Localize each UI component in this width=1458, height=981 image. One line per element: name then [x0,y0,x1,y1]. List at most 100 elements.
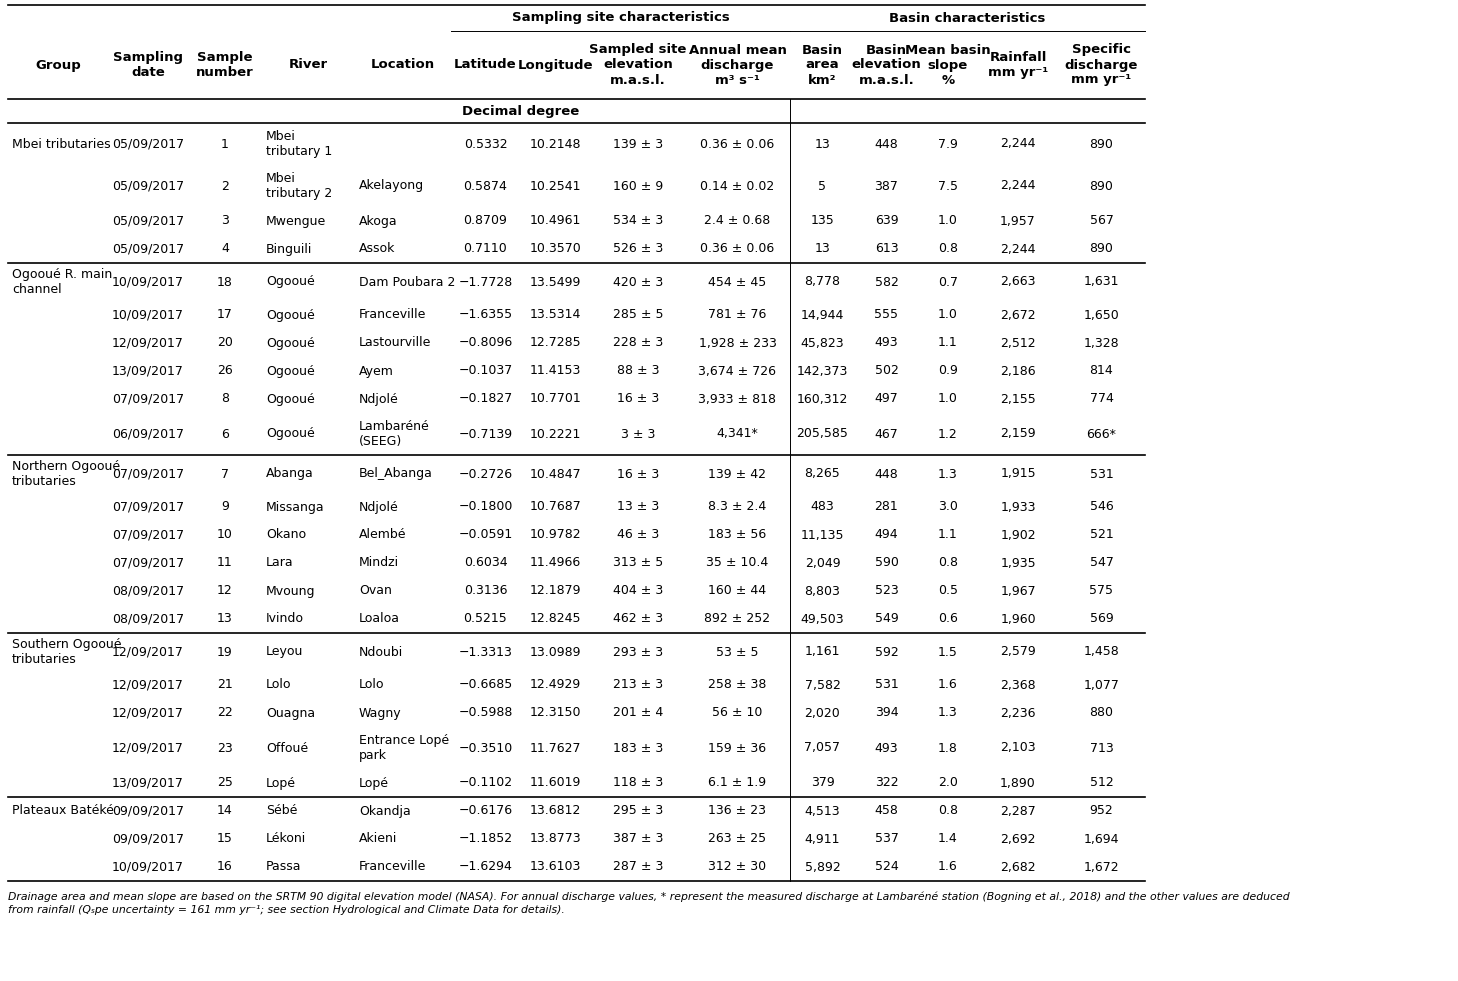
Text: 454 ± 45: 454 ± 45 [709,276,767,288]
Text: Ogooué: Ogooué [265,428,315,440]
Text: −0.1827: −0.1827 [458,392,513,405]
Text: Assok: Assok [359,242,395,255]
Text: Basin characteristics: Basin characteristics [889,12,1045,25]
Text: 4,513: 4,513 [805,804,840,817]
Text: 13.8773: 13.8773 [529,833,582,846]
Text: 497: 497 [875,392,898,405]
Text: Northern Ogooué
tributaries: Northern Ogooué tributaries [12,460,120,488]
Text: Entrance Lopé
park: Entrance Lopé park [359,734,449,762]
Text: 1,935: 1,935 [1000,556,1035,570]
Text: 1,967: 1,967 [1000,585,1035,597]
Text: 639: 639 [875,215,898,228]
Text: 502: 502 [875,365,898,378]
Text: 2.0: 2.0 [937,777,958,790]
Text: 281: 281 [875,500,898,513]
Text: Passa: Passa [265,860,302,873]
Text: 0.5332: 0.5332 [464,137,507,150]
Text: Decimal degree: Decimal degree [462,105,580,118]
Text: 7,582: 7,582 [805,679,840,692]
Text: 13/09/2017: 13/09/2017 [112,365,184,378]
Text: 10/09/2017: 10/09/2017 [112,860,184,873]
Text: 1.6: 1.6 [937,860,958,873]
Text: 2,579: 2,579 [1000,645,1035,658]
Text: 26: 26 [217,365,233,378]
Text: 781 ± 76: 781 ± 76 [709,308,767,322]
Text: Specific
discharge
mm yr⁻¹: Specific discharge mm yr⁻¹ [1064,43,1139,86]
Text: −0.0591: −0.0591 [458,529,513,542]
Text: 2,049: 2,049 [805,556,840,570]
Text: Sampling
date: Sampling date [114,51,184,79]
Text: 10/09/2017: 10/09/2017 [112,308,184,322]
Text: 0.8: 0.8 [937,804,958,817]
Text: 526 ± 3: 526 ± 3 [612,242,663,255]
Text: 05/09/2017: 05/09/2017 [112,180,184,192]
Text: 160 ± 44: 160 ± 44 [709,585,767,597]
Text: −1.1852: −1.1852 [458,833,513,846]
Text: 13 ± 3: 13 ± 3 [617,500,659,513]
Text: 16: 16 [217,860,233,873]
Text: 0.7110: 0.7110 [464,242,507,255]
Text: 13: 13 [815,242,831,255]
Text: 10.3570: 10.3570 [529,242,582,255]
Text: Lolo: Lolo [359,679,385,692]
Text: 11.7627: 11.7627 [529,742,582,754]
Text: 10.7687: 10.7687 [529,500,582,513]
Text: 12.1879: 12.1879 [529,585,582,597]
Text: Lastourville: Lastourville [359,336,432,349]
Text: 458: 458 [875,804,898,817]
Text: 118 ± 3: 118 ± 3 [612,777,663,790]
Text: 1.0: 1.0 [937,308,958,322]
Text: −1.3313: −1.3313 [459,645,512,658]
Text: Mindzi: Mindzi [359,556,399,570]
Text: Sample
number: Sample number [197,51,254,79]
Text: 890: 890 [1089,137,1114,150]
Text: Drainage area and mean slope are based on the SRTM 90 digital elevation model (N: Drainage area and mean slope are based o… [7,891,1290,902]
Text: 3,674 ± 726: 3,674 ± 726 [698,365,777,378]
Text: 10.2541: 10.2541 [529,180,582,192]
Text: 1,694: 1,694 [1083,833,1120,846]
Text: 07/09/2017: 07/09/2017 [112,529,184,542]
Text: 7.9: 7.9 [937,137,958,150]
Text: 1,458: 1,458 [1083,645,1120,658]
Text: 9: 9 [222,500,229,513]
Text: 11: 11 [217,556,233,570]
Text: Latitude: Latitude [455,59,516,72]
Text: 17: 17 [217,308,233,322]
Text: Basin
area
km²: Basin area km² [802,43,843,86]
Text: 287 ± 3: 287 ± 3 [612,860,663,873]
Text: 5,892: 5,892 [805,860,840,873]
Text: 2,244: 2,244 [1000,242,1035,255]
Text: 2.4 ± 0.68: 2.4 ± 0.68 [704,215,771,228]
Text: 1.3: 1.3 [937,706,958,719]
Text: −0.1102: −0.1102 [458,777,513,790]
Text: 12/09/2017: 12/09/2017 [112,645,184,658]
Text: 1,672: 1,672 [1083,860,1120,873]
Text: 0.8: 0.8 [937,556,958,570]
Text: Group: Group [35,59,80,72]
Text: 0.8: 0.8 [937,242,958,255]
Text: 575: 575 [1089,585,1114,597]
Text: 549: 549 [875,612,898,626]
Text: Akoga: Akoga [359,215,398,228]
Text: −0.6685: −0.6685 [458,679,513,692]
Text: 2,512: 2,512 [1000,336,1035,349]
Text: 952: 952 [1089,804,1114,817]
Text: Abanga: Abanga [265,468,313,481]
Text: 713: 713 [1089,742,1114,754]
Text: Southern Ogooué
tributaries: Southern Ogooué tributaries [12,638,121,666]
Text: 16 ± 3: 16 ± 3 [617,468,659,481]
Text: 13: 13 [217,612,233,626]
Text: 12.3150: 12.3150 [529,706,582,719]
Text: 05/09/2017: 05/09/2017 [112,242,184,255]
Text: 07/09/2017: 07/09/2017 [112,468,184,481]
Text: Okandja: Okandja [359,804,411,817]
Text: 25: 25 [217,777,233,790]
Text: 0.6034: 0.6034 [464,556,507,570]
Text: 2,287: 2,287 [1000,804,1035,817]
Text: 12.7285: 12.7285 [529,336,582,349]
Text: 7,057: 7,057 [805,742,840,754]
Text: 0.36 ± 0.06: 0.36 ± 0.06 [700,137,774,150]
Text: 1,960: 1,960 [1000,612,1035,626]
Text: from rainfall (Qₛpe uncertainty = 161 mm yr⁻¹; see section Hydrological and Clim: from rainfall (Qₛpe uncertainty = 161 mm… [7,905,564,915]
Text: 0.36 ± 0.06: 0.36 ± 0.06 [700,242,774,255]
